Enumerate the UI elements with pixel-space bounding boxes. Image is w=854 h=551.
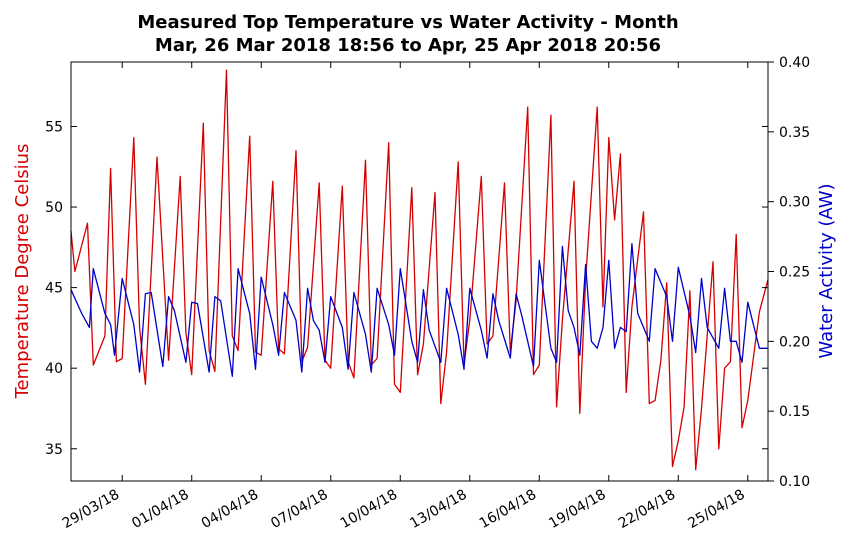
right-tick-label: 0.40 xyxy=(779,55,810,71)
left-tick-label: 40 xyxy=(45,361,63,377)
x-tick-label: 22/04/18 xyxy=(616,487,678,532)
chart-subtitle: Mar, 26 Mar 2018 18:56 to Apr, 25 Apr 20… xyxy=(155,35,661,56)
right-tick-label: 0.25 xyxy=(779,265,810,281)
left-axis: 35 40 45 50 55 xyxy=(45,119,768,458)
x-tick-label: 04/04/18 xyxy=(199,487,261,532)
x-tick-label: 13/04/18 xyxy=(407,487,469,532)
x-tick-label: 10/04/18 xyxy=(338,487,400,532)
x-tick-label: 25/04/18 xyxy=(685,487,747,532)
left-tick-label: 50 xyxy=(45,200,63,216)
right-tick-label: 0.35 xyxy=(779,125,810,141)
right-tick-label: 0.10 xyxy=(779,474,810,490)
chart-title: Measured Top Temperature vs Water Activi… xyxy=(137,12,678,33)
left-tick-label: 35 xyxy=(45,442,63,458)
water-activity-series-line xyxy=(70,242,768,377)
left-tick-label: 45 xyxy=(45,281,63,297)
right-tick-label: 0.20 xyxy=(779,334,810,350)
temperature-series-line xyxy=(70,69,769,471)
right-tick-label: 0.30 xyxy=(779,195,810,211)
x-tick-label: 16/04/18 xyxy=(477,487,539,532)
y-axis-label-right: Water Activity (AW) xyxy=(816,183,837,358)
x-tick-label: 07/04/18 xyxy=(268,487,330,532)
plot-frame xyxy=(70,61,769,482)
x-tick-label: 29/03/18 xyxy=(60,487,122,532)
y-axis-label-left: Temperature Degree Celsius xyxy=(12,144,33,400)
left-tick-label: 55 xyxy=(45,119,63,135)
x-axis: 29/03/18 01/04/18 04/04/18 07/04/18 10/04/18… xyxy=(60,62,749,532)
plot-area xyxy=(70,69,769,471)
right-tick-label: 0.15 xyxy=(779,404,810,420)
x-tick-label: 01/04/18 xyxy=(129,487,191,532)
x-tick-label: 19/04/18 xyxy=(546,487,608,532)
right-axis: 0.10 0.15 0.20 0.25 0.30 0.35 0.40 xyxy=(768,55,810,490)
